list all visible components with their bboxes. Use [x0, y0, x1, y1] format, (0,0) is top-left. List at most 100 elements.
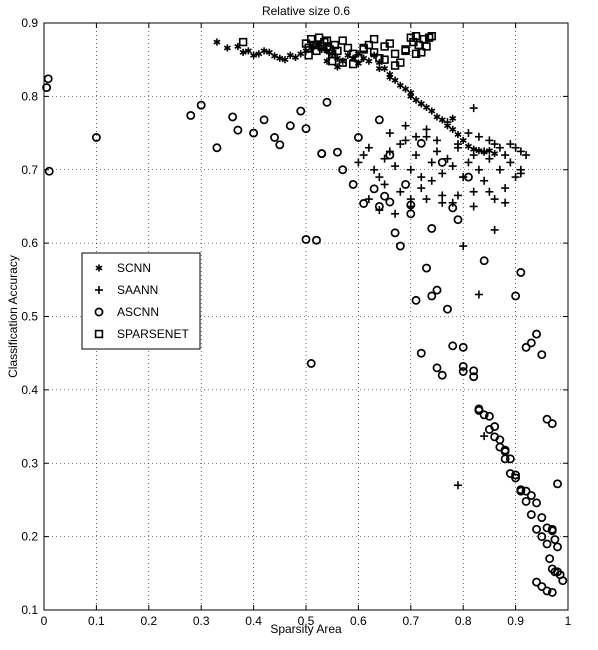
point-sparsenet: [385, 39, 395, 48]
point-scnn: [213, 38, 221, 46]
point-scnn: [438, 116, 446, 124]
point-ascnn: [301, 235, 311, 244]
point-saann: [438, 191, 447, 200]
point-ascnn: [427, 223, 437, 233]
point-saann: [433, 147, 441, 156]
point-sparsenet: [338, 36, 347, 45]
point-scnn: [281, 56, 289, 64]
point-saann: [438, 169, 447, 178]
point-saann: [422, 195, 431, 204]
y-tick-label: 0.8: [21, 89, 38, 103]
point-ascnn: [542, 414, 552, 424]
x-tick-label: 0.4: [245, 614, 262, 628]
point-ascnn: [301, 124, 311, 134]
point-ascnn: [385, 197, 395, 207]
point-ascnn: [532, 498, 542, 508]
point-saann: [422, 132, 431, 141]
series-sparsenet: [238, 32, 436, 70]
y-tick-label: 0.3: [21, 456, 38, 470]
point-saann: [364, 195, 373, 204]
point-ascnn: [322, 97, 332, 107]
point-saann: [448, 162, 457, 171]
point-scnn: [407, 89, 415, 97]
x-tick-label: 0.3: [193, 614, 210, 628]
point-ascnn: [228, 112, 238, 122]
point-scnn: [491, 150, 499, 158]
point-ascnn: [516, 268, 526, 277]
legend-item-ascnn: ASCNN: [94, 305, 159, 319]
point-ascnn: [437, 370, 447, 380]
point-ascnn: [521, 486, 531, 496]
point-saann: [453, 481, 462, 490]
point-sparsenet: [422, 42, 431, 51]
point-saann: [427, 176, 436, 185]
point-scnn: [255, 50, 263, 58]
point-ascnn: [427, 291, 437, 301]
point-saann: [474, 132, 483, 141]
point-ascnn: [558, 576, 568, 586]
point-saann: [474, 165, 483, 174]
legend-label: ASCNN: [117, 305, 159, 319]
point-ascnn: [458, 342, 468, 352]
point-ascnn: [547, 524, 557, 534]
point-scnn: [423, 103, 431, 111]
point-saann: [453, 140, 462, 149]
point-saann: [485, 187, 494, 196]
point-ascnn: [521, 342, 531, 352]
point-saann: [485, 154, 494, 163]
point-ascnn: [463, 172, 473, 182]
legend-label: SAANN: [117, 283, 158, 297]
point-sparsenet: [304, 51, 313, 60]
point-ascnn: [532, 577, 542, 587]
point-ascnn: [91, 133, 101, 142]
point-scnn: [412, 96, 420, 104]
point-ascnn: [542, 539, 552, 549]
point-scnn: [402, 85, 410, 93]
point-saann: [490, 195, 499, 204]
point-ascnn: [44, 166, 54, 176]
point-sparsenet: [312, 46, 321, 56]
x-tick-label: 1: [565, 614, 572, 628]
point-saann: [480, 147, 489, 156]
point-ascnn: [511, 291, 521, 301]
point-ascnn: [474, 405, 484, 415]
point-sparsenet: [327, 56, 337, 66]
legend-item-scnn: SCNN: [95, 261, 151, 275]
point-ascnn: [249, 128, 259, 138]
point-ascnn: [306, 359, 316, 368]
point-saann: [469, 104, 478, 113]
x-tick-label: 0.9: [507, 614, 524, 628]
point-scnn: [297, 50, 305, 58]
point-ascnn: [348, 179, 358, 189]
point-scnn: [365, 57, 373, 65]
point-sparsenet: [417, 48, 426, 57]
point-ascnn: [537, 513, 547, 522]
point-scnn: [250, 51, 258, 59]
point-ascnn: [547, 419, 557, 429]
point-sparsenet: [390, 61, 400, 70]
x-tick-label: 0: [41, 614, 48, 628]
point-saann: [511, 173, 520, 182]
point-saann: [469, 202, 478, 211]
point-saann: [522, 151, 531, 160]
point-ascnn: [448, 203, 458, 213]
point-saann: [396, 187, 405, 196]
point-sparsenet: [322, 42, 332, 51]
point-ascnn: [406, 209, 416, 219]
point-saann: [370, 165, 379, 174]
point-saann: [469, 151, 478, 160]
point-ascnn: [332, 147, 342, 157]
point-ascnn: [275, 140, 285, 150]
point-ascnn: [532, 329, 542, 339]
point-saann: [385, 129, 394, 138]
point-ascnn: [296, 106, 306, 116]
point-sparsenet: [338, 58, 347, 67]
point-saann: [433, 136, 441, 145]
point-saann: [495, 143, 504, 152]
point-sparsenet: [369, 48, 379, 57]
point-ascnn: [416, 348, 426, 358]
point-ascnn: [374, 201, 384, 211]
y-tick-label: 0.6: [21, 236, 38, 250]
point-scnn: [223, 44, 231, 52]
point-ascnn: [469, 372, 479, 382]
